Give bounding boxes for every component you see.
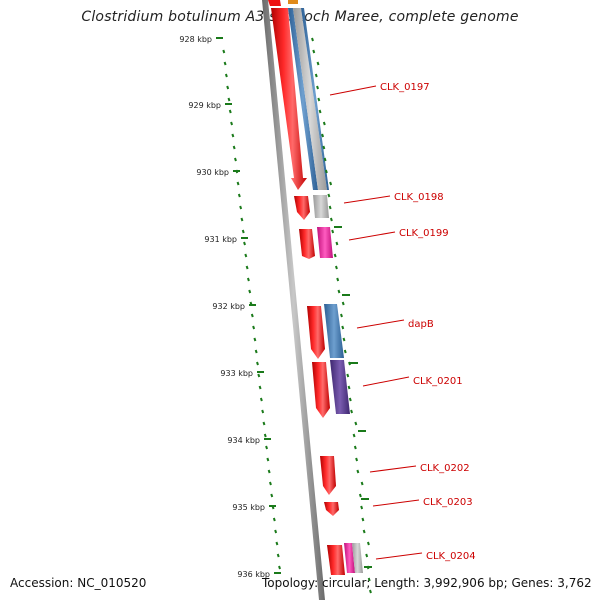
- gene-leader-line: [372, 499, 420, 507]
- gene-leader-line: [362, 376, 410, 387]
- gene-labels: CLK_0197 CLK_0198 CLK_0199 dapB CLK_0201 CLK_…: [329, 82, 476, 562]
- gene-leader-line: [356, 319, 405, 329]
- gene-label[interactable]: CLK_0199: [399, 228, 449, 239]
- accession-text: Accession: NC_010520: [10, 576, 147, 590]
- gene-clk-0202[interactable]: [320, 456, 336, 495]
- gene-clk-0201[interactable]: [312, 360, 350, 418]
- gene-clk-0198[interactable]: [294, 195, 329, 220]
- gene-dapb[interactable]: [307, 304, 344, 359]
- gene-label[interactable]: CLK_0198: [394, 192, 444, 203]
- gene-label[interactable]: dapB: [408, 319, 434, 330]
- kbp-tick-label: 932 kbp: [212, 302, 245, 311]
- kbp-tick-label: 933 kbp: [220, 369, 253, 378]
- kbp-tick-label: 928 kbp: [179, 35, 212, 44]
- gene-leader-line: [375, 552, 423, 560]
- gene-leader-line: [369, 465, 417, 473]
- top-partial-orange: [288, 0, 298, 4]
- gene-clk-0199[interactable]: [299, 227, 333, 259]
- gene-leader-line: [343, 195, 391, 204]
- gc-skew-track: [222, 37, 372, 594]
- gene-clk-0204[interactable]: [327, 543, 363, 575]
- kbp-tick-label: 929 kbp: [188, 101, 221, 110]
- gene-leader-line: [348, 231, 396, 241]
- kbp-tick-label: 935 kbp: [232, 503, 265, 512]
- genome-backbone: [262, 0, 325, 600]
- gene-label[interactable]: CLK_0203: [423, 497, 473, 508]
- gene-label[interactable]: CLK_0201: [413, 376, 463, 387]
- gene-label[interactable]: CLK_0202: [420, 463, 470, 474]
- kbp-tick-label: 931 kbp: [204, 235, 237, 244]
- gene-clk-0203[interactable]: [324, 502, 339, 516]
- gene-clk-0197[interactable]: [271, 8, 329, 190]
- gene-label[interactable]: CLK_0197: [380, 82, 430, 93]
- kbp-tick-label: 930 kbp: [196, 168, 229, 177]
- top-partial-red: [268, 0, 281, 6]
- topology-summary: Topology: circular; Length: 3,992,906 bp…: [262, 576, 592, 590]
- kbp-tick-label: 936 kbp: [237, 570, 270, 579]
- gene-label[interactable]: CLK_0204: [426, 551, 476, 562]
- kbp-scale: 928 kbp 929 kbp 930 kbp 931 kbp 932 kbp 933 k…: [179, 35, 281, 579]
- kbp-tick-label: 934 kbp: [227, 436, 260, 445]
- gene-leader-line: [329, 85, 377, 96]
